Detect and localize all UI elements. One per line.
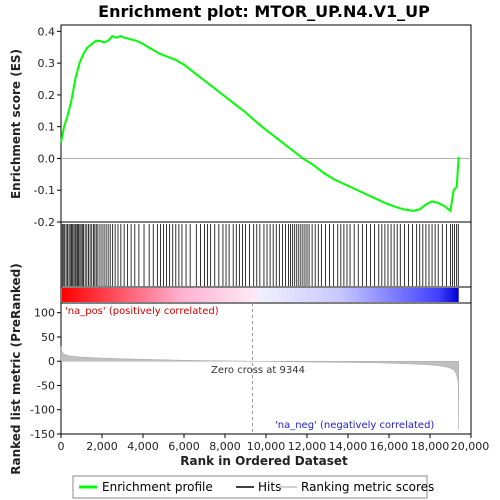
es-y-tick-label: 0.0 — [38, 152, 56, 165]
es-y-tick-label: 0.1 — [38, 121, 56, 134]
x-tick-label: 20,000 — [451, 440, 490, 453]
rank-y-tick-label: 50 — [41, 331, 55, 344]
rank-color-band — [60, 286, 472, 304]
es-y-tick-label: 0.2 — [38, 89, 56, 102]
es-panel-frame — [60, 24, 472, 223]
es-panel: -0.2 -0.1 0.0 0.1 0.2 0.3 0.4 Enrichment score… — [9, 24, 472, 229]
rank-y-tick-label: 100 — [34, 307, 55, 320]
x-tick-label: 14,000 — [329, 440, 368, 453]
color-band-gradient — [62, 288, 459, 302]
legend-metric-label: Ranking metric scores — [301, 480, 434, 494]
x-tick-label: 4,000 — [127, 440, 159, 453]
legend-hits-label: Hits — [258, 480, 281, 494]
x-tick-label: 18,000 — [411, 440, 450, 453]
hit-lines — [61, 224, 459, 286]
chart-title: Enrichment plot: MTOR_UP.N4.V1_UP — [98, 2, 430, 21]
negative-correlation-label: 'na_neg' (negatively correlated) — [275, 420, 434, 431]
es-y-axis-label: Enrichment score (ES) — [9, 49, 23, 199]
x-tick-label: 8,000 — [209, 440, 241, 453]
rank-y-tick-label: -100 — [30, 404, 55, 417]
x-tick-label: 12,000 — [288, 440, 327, 453]
es-y-tick-label: 0.4 — [38, 25, 56, 38]
x-axis: 0 2,000 4,000 6,000 8,000 10,000 12,000 14,000 1… — [58, 434, 490, 468]
rank-metric-panel: -150 -100 -50 0 50 100 'na_pos' (positively c… — [9, 263, 472, 475]
x-tick-label: 2,000 — [86, 440, 118, 453]
hits-panel-frame — [60, 221, 472, 288]
rank-y-tick-label: -150 — [30, 428, 55, 441]
rank-y-axis-label: Ranked list metric (PreRanked) — [9, 263, 23, 475]
ranking-metric-area — [60, 346, 459, 430]
x-tick-label: 0 — [58, 440, 65, 453]
x-tick-label: 16,000 — [370, 440, 409, 453]
legend-profile-label: Enrichment profile — [102, 480, 213, 494]
x-axis-label: Rank in Ordered Dataset — [180, 454, 348, 468]
enrichment-profile-line — [60, 34, 460, 213]
rank-panel-frame — [60, 302, 472, 435]
x-tick-label: 6,000 — [168, 440, 200, 453]
es-y-tick-label: 0.3 — [38, 57, 56, 70]
rank-y-ticks: -150 -100 -50 0 50 100 — [30, 307, 61, 441]
es-y-tick-label: -0.1 — [34, 184, 55, 197]
zero-cross-label: Zero cross at 9344 — [211, 365, 305, 376]
x-ticks: 0 2,000 4,000 6,000 8,000 10,000 12,000 14,000 1… — [58, 434, 490, 453]
legend: Enrichment profile Hits Ranking metric s… — [72, 475, 434, 499]
es-y-tick-label: -0.2 — [34, 216, 55, 229]
hits-panel — [60, 221, 472, 288]
positive-correlation-label: 'na_pos' (positively correlated) — [65, 306, 219, 317]
es-y-ticks: -0.2 -0.1 0.0 0.1 0.2 0.3 0.4 — [34, 25, 61, 229]
x-tick-label: 10,000 — [247, 440, 286, 453]
rank-y-tick-label: -50 — [37, 379, 55, 392]
rank-y-tick-label: 0 — [48, 355, 55, 368]
